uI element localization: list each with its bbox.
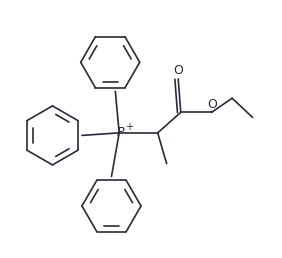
Text: +: + bbox=[125, 122, 133, 132]
Text: O: O bbox=[173, 64, 183, 77]
Text: O: O bbox=[207, 98, 217, 111]
Text: P: P bbox=[117, 126, 124, 139]
